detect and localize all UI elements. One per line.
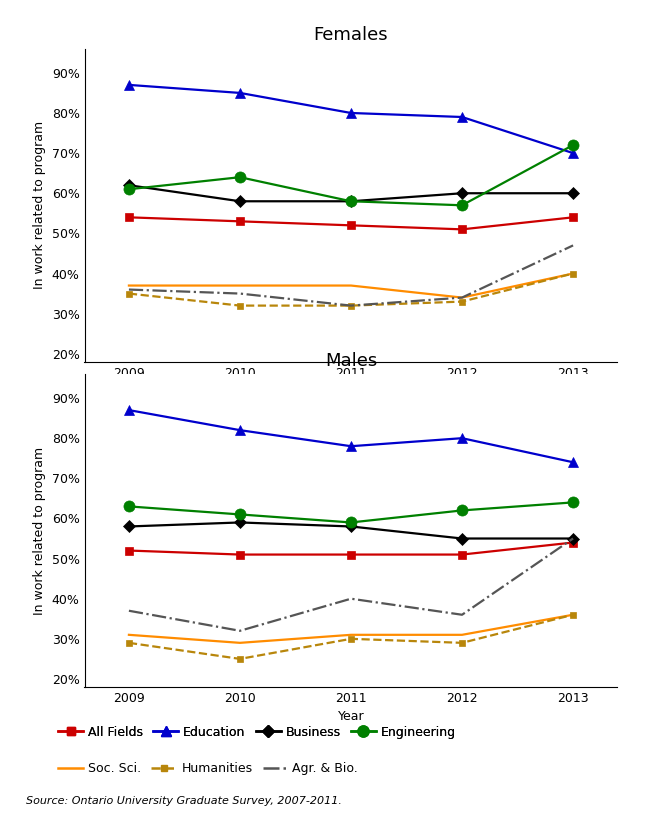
Title: Males: Males: [325, 352, 377, 370]
Text: Source: Ontario University Graduate Survey, 2007-2011.: Source: Ontario University Graduate Surv…: [26, 797, 342, 806]
Y-axis label: In work related to program: In work related to program: [33, 446, 46, 615]
X-axis label: Year: Year: [338, 385, 364, 398]
Legend: Soc. Sci., Humanities, Agr. & Bio.: Soc. Sci., Humanities, Agr. & Bio.: [58, 763, 358, 776]
Title: Females: Females: [314, 27, 388, 45]
X-axis label: Year: Year: [338, 711, 364, 724]
Legend: All Fields, Education, Business, Engineering: All Fields, Education, Business, Enginee…: [58, 726, 456, 739]
Y-axis label: In work related to program: In work related to program: [33, 121, 46, 289]
